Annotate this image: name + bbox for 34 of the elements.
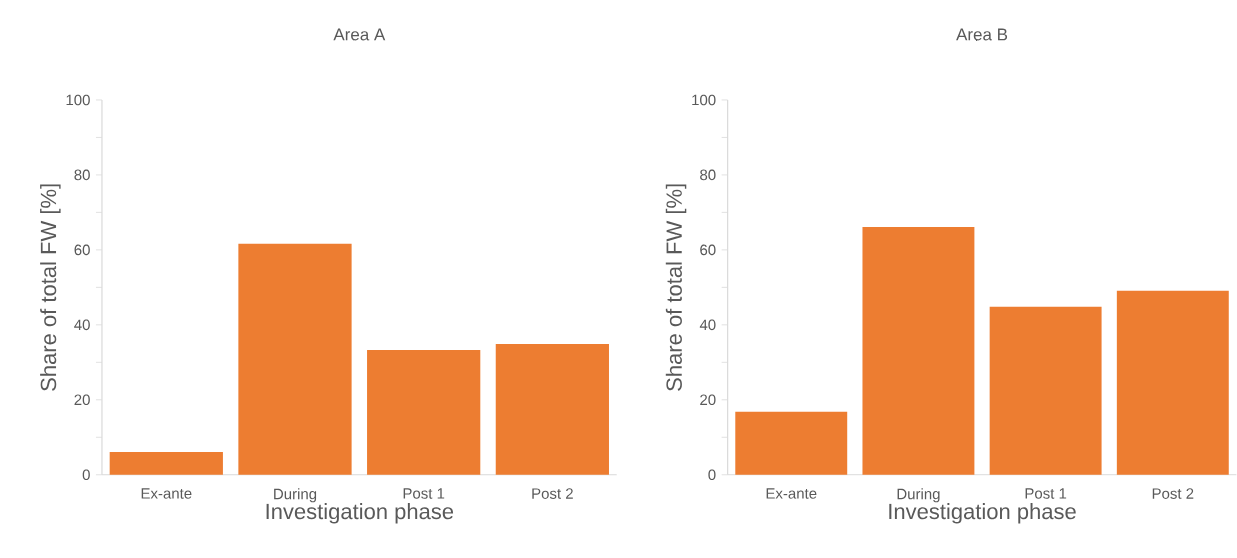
x-axis-title: Investigation phase [889,503,1076,524]
y-tick-label: 40 [699,319,716,331]
x-tick-label: Ex-ante [766,488,817,499]
y-tick-label: 20 [700,394,716,406]
y-tick-label: 100 [692,94,716,106]
bar [238,244,352,475]
y-tick-label: 80 [74,169,90,181]
chart-title: Area A [333,28,386,41]
y-tick-label: 0 [82,469,90,481]
y-tick-label: 40 [74,319,90,331]
bar [1116,290,1229,475]
x-axis-title: Investigation phase [266,503,454,524]
y-tick-label: 60 [74,244,90,256]
y-axis-title: Share of total FW [%] [665,184,687,391]
y-tick-label: 80 [700,169,716,181]
y-tick-label: 100 [66,94,90,106]
x-tick-label: During [897,488,940,503]
bar [495,344,609,475]
bar [367,350,481,475]
x-tick-label: During [274,488,317,503]
x-tick-label: Ex-ante [141,488,192,499]
bar [109,452,223,475]
x-tick-label: Post 1 [403,488,445,499]
y-axis-title: Share of total FW [%] [40,184,61,391]
y-tick-label: 20 [74,394,90,406]
x-tick-label: Post 2 [532,488,573,500]
x-tick-label: Post 2 [1152,488,1194,500]
chart-title: Area B [956,28,1008,41]
bar [989,306,1102,475]
y-tick-label: 60 [700,244,716,256]
y-tick-label: 0 [708,469,716,481]
bar [735,411,848,475]
x-tick-label: Post 1 [1025,488,1067,499]
bar [862,227,975,475]
